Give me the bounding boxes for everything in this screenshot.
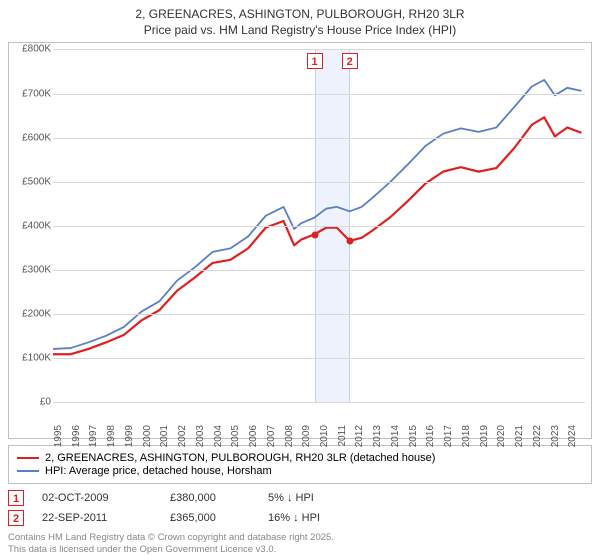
x-axis-label: 2014 — [390, 425, 401, 447]
sale-badge-2: 2 — [8, 510, 24, 526]
x-axis-label: 2005 — [230, 425, 241, 447]
x-axis-label: 2018 — [461, 425, 472, 447]
legend-swatch-hpi — [17, 470, 39, 472]
gridline-y — [53, 138, 585, 139]
sale-marker-badge: 1 — [307, 53, 323, 69]
series-hpi — [53, 80, 581, 349]
legend-label-hpi: HPI: Average price, detached house, Hors… — [45, 465, 272, 477]
x-axis-label: 2016 — [425, 425, 436, 447]
sale-date-1: 02-OCT-2009 — [42, 492, 152, 504]
sale-badge-1: 1 — [8, 490, 24, 506]
gridline-y — [53, 182, 585, 183]
legend-item-property: 2, GREENACRES, ASHINGTON, PULBOROUGH, RH… — [17, 452, 583, 464]
gridline-y — [53, 226, 585, 227]
x-axis-label: 2002 — [177, 425, 188, 447]
gridline-y — [53, 94, 585, 95]
footnote: Contains HM Land Registry data © Crown c… — [8, 532, 592, 556]
sale-marker-dot — [346, 238, 353, 245]
x-axis-label: 2006 — [248, 425, 259, 447]
footnote-line-2: This data is licensed under the Open Gov… — [8, 544, 592, 556]
x-axis-label: 1999 — [124, 425, 135, 447]
footnote-line-1: Contains HM Land Registry data © Crown c… — [8, 532, 592, 544]
x-axis-label: 2019 — [479, 425, 490, 447]
x-axis-label: 2001 — [159, 425, 170, 447]
sale-delta-2: 16% ↓ HPI — [268, 512, 358, 524]
sale-date-2: 22-SEP-2011 — [42, 512, 152, 524]
sale-delta-1: 5% ↓ HPI — [268, 492, 358, 504]
x-axis-label: 2004 — [213, 425, 224, 447]
plot-area: 12 — [53, 49, 585, 402]
y-axis-label: £400K — [11, 220, 51, 231]
y-axis-label: £200K — [11, 309, 51, 320]
legend: 2, GREENACRES, ASHINGTON, PULBOROUGH, RH… — [8, 445, 592, 484]
x-axis-label: 2011 — [337, 425, 348, 447]
gridline-y — [53, 358, 585, 359]
chart-container: 12 £0£100K£200K£300K£400K£500K£600K£700K… — [8, 42, 592, 439]
x-axis-label: 2009 — [301, 425, 312, 447]
x-axis-label: 2021 — [514, 425, 525, 447]
y-axis-label: £0 — [11, 397, 51, 408]
sales-row-1: 1 02-OCT-2009 £380,000 5% ↓ HPI — [8, 490, 592, 506]
sales-row-2: 2 22-SEP-2011 £365,000 16% ↓ HPI — [8, 510, 592, 526]
x-axis-label: 2015 — [408, 425, 419, 447]
legend-item-hpi: HPI: Average price, detached house, Hors… — [17, 465, 583, 477]
x-axis-label: 2020 — [496, 425, 507, 447]
sale-price-2: £365,000 — [170, 512, 250, 524]
gridline-y — [53, 49, 585, 50]
sale-marker-dot — [311, 231, 318, 238]
x-axis-label: 2024 — [567, 425, 578, 447]
y-axis-label: £800K — [11, 44, 51, 55]
x-axis-label: 1995 — [53, 425, 64, 447]
title-line-2: Price paid vs. HM Land Registry's House … — [8, 22, 592, 38]
title-line-1: 2, GREENACRES, ASHINGTON, PULBOROUGH, RH… — [8, 6, 592, 22]
sales-table: 1 02-OCT-2009 £380,000 5% ↓ HPI 2 22-SEP… — [8, 490, 592, 526]
sale-price-1: £380,000 — [170, 492, 250, 504]
y-axis-label: £300K — [11, 265, 51, 276]
x-axis-label: 2008 — [284, 425, 295, 447]
legend-label-property: 2, GREENACRES, ASHINGTON, PULBOROUGH, RH… — [45, 452, 435, 464]
x-axis-label: 2022 — [532, 425, 543, 447]
gridline-y — [53, 314, 585, 315]
chart-title: 2, GREENACRES, ASHINGTON, PULBOROUGH, RH… — [8, 6, 592, 38]
y-axis-label: £500K — [11, 176, 51, 187]
x-axis-label: 2007 — [266, 425, 277, 447]
x-axis-label: 2023 — [550, 425, 561, 447]
gridline-y — [53, 270, 585, 271]
x-axis-label: 2017 — [443, 425, 454, 447]
y-axis-label: £600K — [11, 132, 51, 143]
x-axis-label: 1997 — [88, 425, 99, 447]
sale-marker-badge: 2 — [342, 53, 358, 69]
gridline-y — [53, 402, 585, 403]
x-axis-label: 2000 — [142, 425, 153, 447]
y-axis-label: £700K — [11, 88, 51, 99]
x-axis-label: 1996 — [71, 425, 82, 447]
x-axis-label: 2012 — [354, 425, 365, 447]
x-axis-label: 2013 — [372, 425, 383, 447]
x-axis-label: 2003 — [195, 425, 206, 447]
y-axis-label: £100K — [11, 353, 51, 364]
legend-swatch-property — [17, 457, 39, 459]
x-axis-label: 1998 — [106, 425, 117, 447]
x-axis-label: 2010 — [319, 425, 330, 447]
